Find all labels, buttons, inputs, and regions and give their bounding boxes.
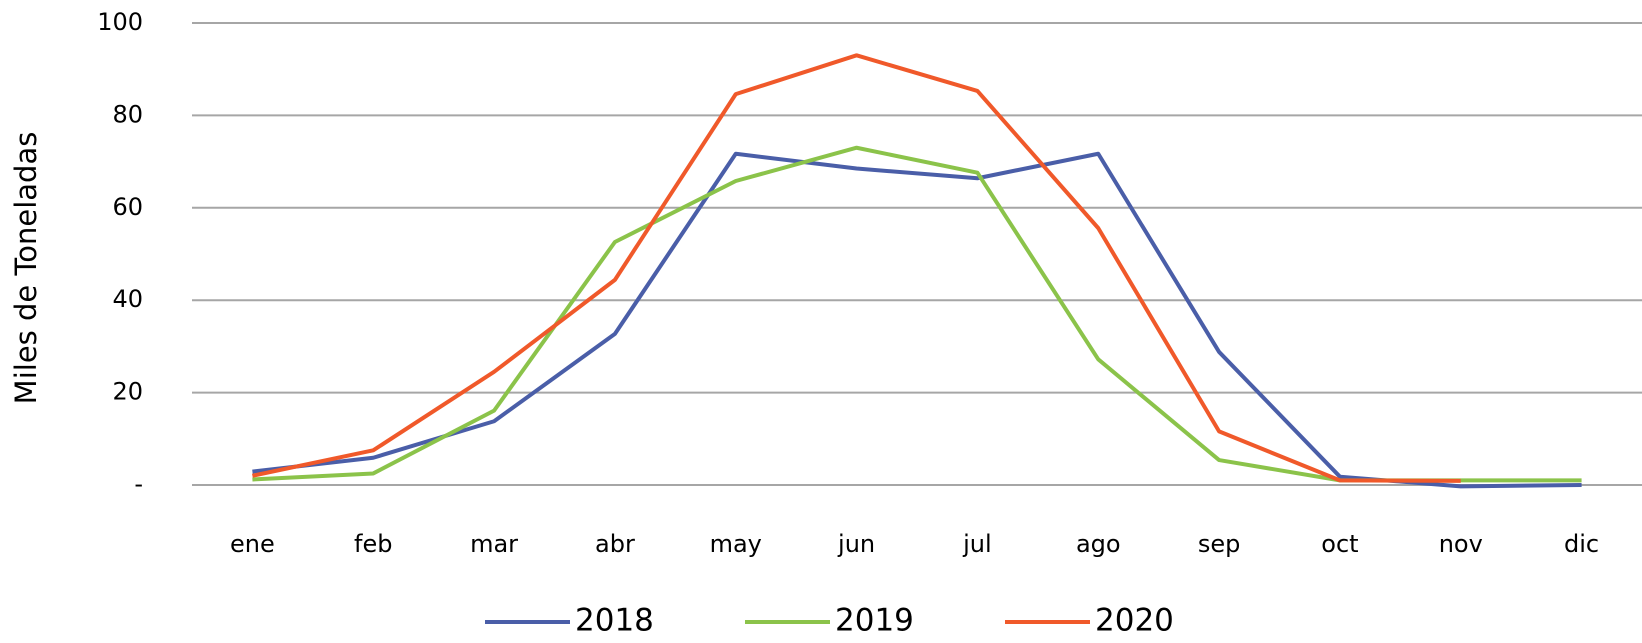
y-axis-label: Miles de Toneladas — [9, 132, 43, 405]
y-tick-label: 20 — [112, 378, 143, 406]
y-tick-label: - — [134, 470, 143, 498]
x-tick-label: oct — [1321, 530, 1358, 558]
x-tick-label: ago — [1076, 530, 1121, 558]
x-tick-label: jul — [962, 530, 992, 558]
series-line — [252, 145, 1582, 483]
x-tick-label: dic — [1564, 530, 1599, 558]
series-line — [252, 53, 1461, 483]
series-line — [252, 151, 1582, 489]
x-tick-label: may — [710, 530, 762, 558]
x-tick-label: ene — [230, 530, 275, 558]
legend-label: 2020 — [1095, 603, 1174, 639]
x-tick-label: nov — [1439, 530, 1483, 558]
y-tick-label: 60 — [112, 193, 143, 221]
x-tick-label: sep — [1198, 530, 1241, 558]
y-tick-label: 80 — [112, 100, 143, 128]
x-tick-label: jun — [837, 530, 875, 558]
x-tick-label: abr — [595, 530, 635, 558]
y-tick-label: 100 — [97, 8, 143, 36]
legend-label: 2019 — [835, 603, 914, 639]
y-tick-label: 40 — [112, 285, 143, 313]
legend-label: 2018 — [575, 603, 654, 639]
x-tick-label: feb — [354, 530, 392, 558]
x-tick-label: mar — [470, 530, 518, 558]
